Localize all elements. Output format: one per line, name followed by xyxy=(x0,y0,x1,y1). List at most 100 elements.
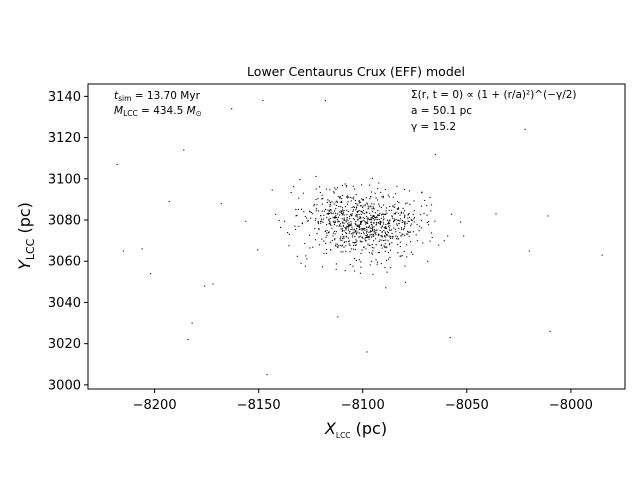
data-point xyxy=(345,250,347,252)
data-point xyxy=(340,211,342,213)
data-point xyxy=(430,210,432,212)
annotation-t-sim: tsim = 13.70 Myr xyxy=(114,90,201,103)
data-point xyxy=(371,244,373,246)
data-point xyxy=(355,241,357,243)
data-point xyxy=(299,179,301,181)
data-point xyxy=(354,188,356,190)
data-point xyxy=(290,191,292,194)
x-tick-label: −8150 xyxy=(237,398,281,413)
x-axis-ticks: −8200 −8150 −8100 −8050 −8000 xyxy=(133,389,593,413)
data-point xyxy=(298,197,300,199)
data-point xyxy=(355,239,357,241)
data-point xyxy=(329,218,331,220)
data-point xyxy=(379,223,381,225)
data-point xyxy=(376,219,378,221)
data-point xyxy=(369,227,371,229)
data-point xyxy=(420,227,422,229)
data-point xyxy=(360,216,362,218)
data-point xyxy=(404,214,406,216)
data-point xyxy=(403,210,406,212)
data-point xyxy=(354,244,356,246)
data-point xyxy=(356,240,358,242)
data-point xyxy=(428,224,430,226)
data-point xyxy=(327,231,329,233)
data-point xyxy=(320,222,322,224)
data-point xyxy=(325,242,327,244)
data-point xyxy=(381,236,383,238)
data-point xyxy=(355,209,357,211)
y-tick-label: 3080 xyxy=(48,214,81,229)
data-point xyxy=(381,231,383,233)
data-point xyxy=(317,221,319,223)
data-point xyxy=(385,227,388,230)
data-point xyxy=(329,223,331,225)
data-point xyxy=(357,216,359,218)
data-point xyxy=(383,245,385,247)
data-point xyxy=(362,205,364,207)
data-point xyxy=(421,191,423,193)
data-point xyxy=(373,219,375,221)
data-point xyxy=(386,259,388,261)
y-tick-label: 3060 xyxy=(48,255,81,270)
data-point xyxy=(393,206,395,209)
data-point xyxy=(420,205,422,207)
data-point xyxy=(549,330,551,332)
data-point xyxy=(149,273,152,275)
data-point xyxy=(359,205,361,207)
data-point xyxy=(365,237,367,239)
data-point xyxy=(366,236,368,238)
data-point xyxy=(388,235,390,237)
data-point xyxy=(318,228,320,230)
data-point xyxy=(284,220,286,222)
data-point xyxy=(349,196,351,198)
data-point xyxy=(364,228,366,230)
data-point xyxy=(355,223,357,225)
data-point xyxy=(384,250,386,252)
data-point xyxy=(362,228,364,230)
data-point xyxy=(368,231,370,233)
data-point xyxy=(321,238,323,240)
data-point xyxy=(418,230,420,232)
data-point xyxy=(345,241,347,243)
data-point xyxy=(368,207,370,209)
data-point xyxy=(361,227,363,229)
data-point xyxy=(321,194,323,196)
data-point xyxy=(382,195,384,197)
data-point xyxy=(326,229,328,232)
data-point xyxy=(353,229,355,231)
data-point xyxy=(371,208,373,210)
data-point xyxy=(309,211,311,213)
data-point xyxy=(360,213,362,215)
data-point xyxy=(324,230,326,232)
data-point xyxy=(336,243,338,245)
data-point xyxy=(305,255,307,257)
data-point xyxy=(342,238,344,240)
data-point xyxy=(340,210,342,212)
data-point xyxy=(356,224,358,226)
data-point xyxy=(377,233,379,235)
data-point xyxy=(319,244,321,246)
data-point xyxy=(347,196,349,198)
data-point xyxy=(380,221,382,223)
data-point xyxy=(385,226,387,228)
data-point xyxy=(355,229,357,232)
data-point xyxy=(349,217,351,220)
data-point xyxy=(434,220,436,222)
data-point xyxy=(393,220,395,222)
data-point xyxy=(343,222,345,224)
data-point xyxy=(407,230,409,232)
x-tick-label: −8100 xyxy=(341,398,385,413)
data-point xyxy=(367,222,369,224)
data-point xyxy=(400,211,402,213)
data-point xyxy=(334,222,336,224)
data-point xyxy=(361,229,363,231)
data-point xyxy=(395,238,397,240)
data-point xyxy=(333,210,335,212)
data-point xyxy=(340,206,342,208)
data-point xyxy=(331,213,333,215)
data-point xyxy=(340,228,342,230)
data-point xyxy=(347,227,349,229)
data-point xyxy=(384,235,386,237)
data-point xyxy=(397,219,399,221)
data-point xyxy=(329,241,331,243)
